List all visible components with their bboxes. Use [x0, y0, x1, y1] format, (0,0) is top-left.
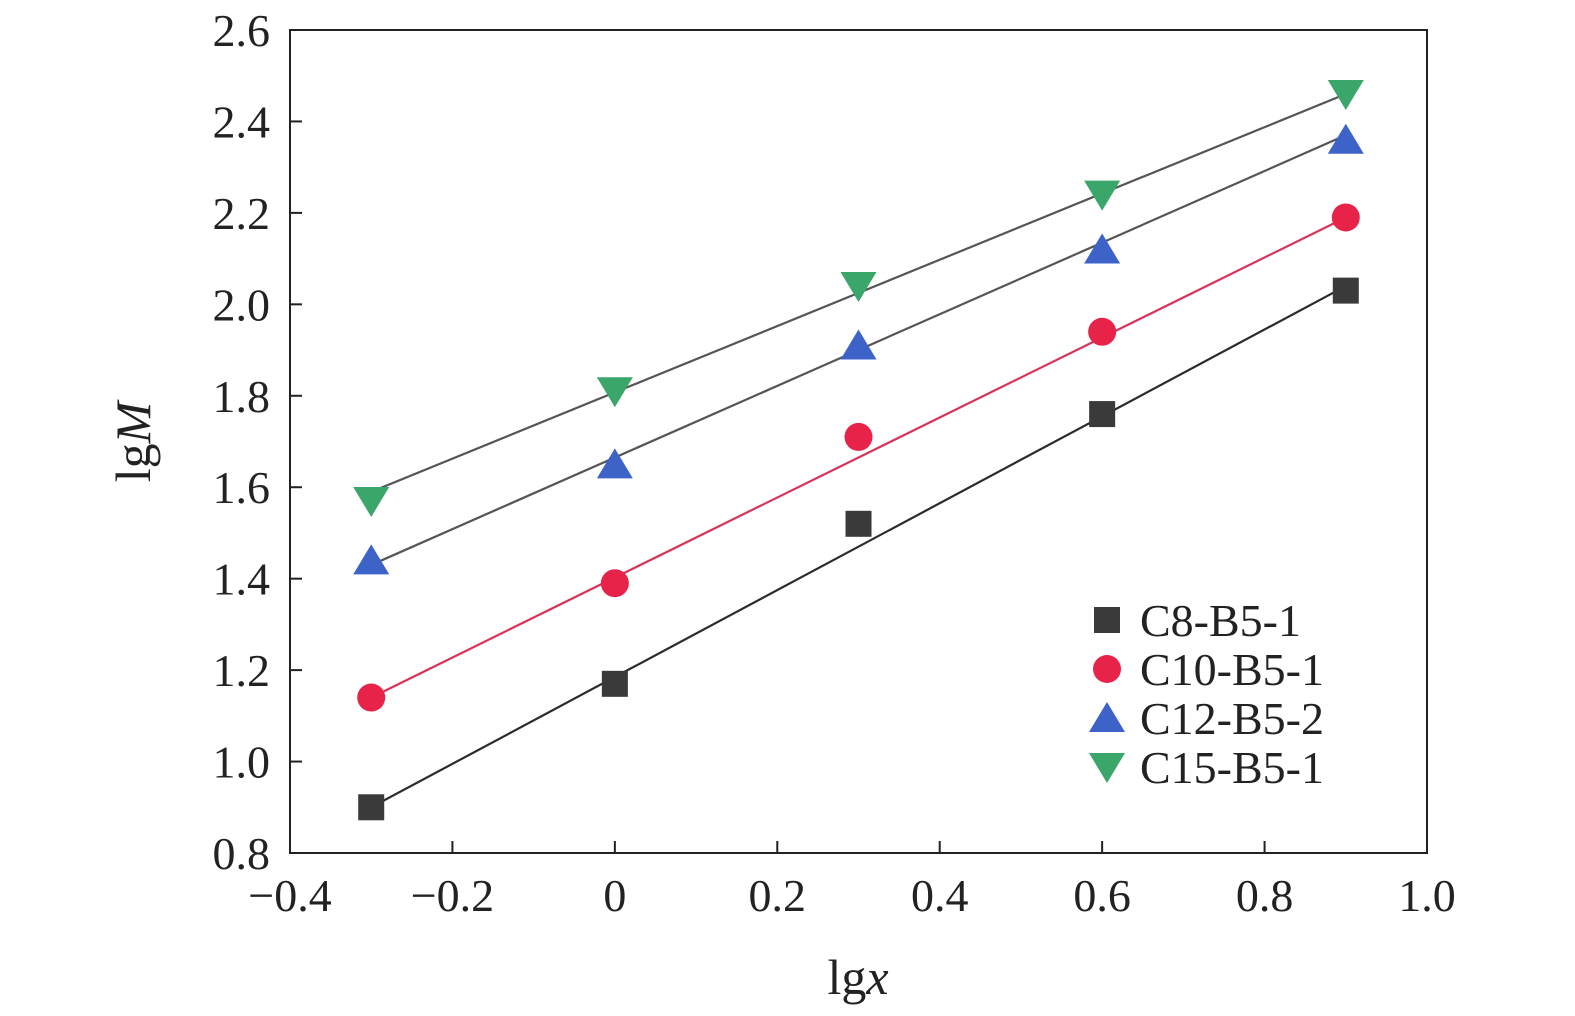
data-point: [353, 486, 390, 517]
y-tick-label: 1.4: [213, 554, 271, 605]
y-tick-label: 2.2: [213, 188, 271, 239]
data-point: [1332, 277, 1359, 304]
x-tick-label: 0.6: [1073, 870, 1131, 921]
x-tick-label: 1.0: [1398, 870, 1456, 921]
plot-frame: [289, 29, 1428, 854]
data-point: [358, 794, 385, 821]
legend-marker: [1094, 607, 1120, 633]
y-tick-label: 2.6: [213, 5, 271, 56]
data-point: [600, 569, 629, 598]
data-point: [840, 272, 877, 303]
data-point: [1327, 123, 1364, 154]
x-tick-label: 0: [603, 870, 626, 921]
data-point: [357, 683, 386, 712]
legend-label: C8-B5-1: [1140, 595, 1301, 646]
data-point: [844, 422, 873, 451]
legend-marker: [1093, 655, 1121, 683]
y-tick-label: 1.8: [213, 371, 271, 422]
fit-line-2: [370, 216, 1347, 699]
data-point: [840, 329, 877, 360]
data-point: [1084, 180, 1121, 211]
data-point: [1088, 317, 1117, 346]
data-point: [596, 377, 633, 408]
legend-label: C12-B5-2: [1140, 693, 1324, 744]
y-tick-label: 1.0: [213, 737, 271, 788]
y-tick-label: 1.6: [213, 462, 271, 513]
data-point: [845, 510, 872, 537]
fit-line-1: [370, 285, 1347, 809]
legend-marker: [1089, 753, 1125, 783]
x-tick-label: 0.4: [911, 870, 969, 921]
data-points: [353, 80, 1364, 821]
legend-label: C15-B5-1: [1140, 742, 1324, 793]
axis-ticks: −0.4 −0.2 0 0.2 0.4 0.6 0.8 1.0 0.8 1.0 1.2 1.4 1.6 1…: [213, 5, 1456, 921]
data-point: [601, 670, 628, 697]
data-point: [1084, 233, 1121, 264]
x-tick-label: −0.2: [411, 870, 494, 921]
data-point: [1331, 203, 1360, 232]
data-point: [353, 544, 390, 575]
data-point: [1089, 401, 1116, 428]
data-point: [1327, 80, 1364, 111]
data-point: [596, 448, 633, 479]
legend-label: C10-B5-1: [1140, 644, 1324, 695]
y-tick-label: 2.0: [213, 279, 271, 330]
y-tick-label: 0.8: [213, 828, 271, 879]
y-tick-label: 1.2: [213, 645, 271, 696]
plot-area-border: [289, 29, 1428, 854]
x-tick-label: 0.2: [749, 870, 807, 921]
y-tick-label: 2.4: [213, 96, 271, 147]
x-tick-label: 0.8: [1236, 870, 1294, 921]
x-tick-label: −0.4: [248, 870, 331, 921]
legend-marker: [1089, 702, 1125, 732]
y-axis-title: lgM: [105, 399, 161, 482]
x-axis-title: lgx: [827, 949, 888, 1005]
